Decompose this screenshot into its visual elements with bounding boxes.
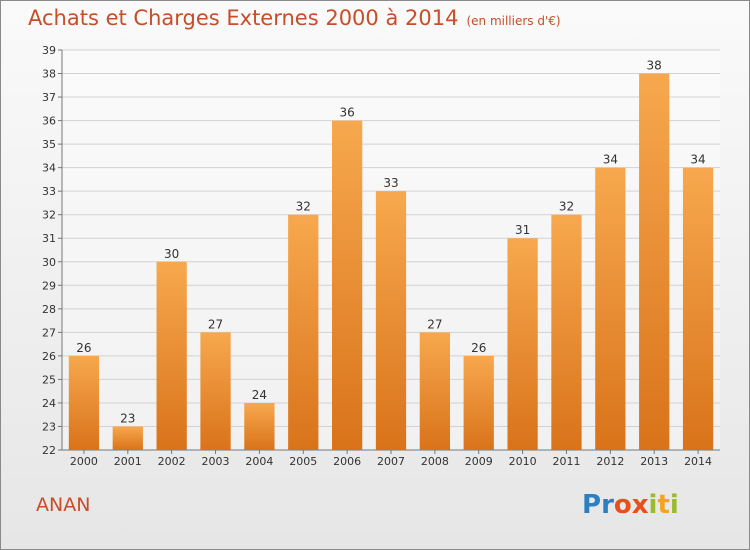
x-tick-label: 2010: [509, 455, 537, 468]
bar-value-label: 34: [690, 153, 705, 167]
chart-title: Achats et Charges Externes 2000 à 2014 (e…: [28, 6, 561, 30]
bar: [244, 402, 275, 450]
logo-letter: i: [669, 490, 679, 520]
bar-value-label: 27: [427, 317, 442, 331]
y-tick-label: 25: [42, 373, 56, 386]
y-tick-label: 28: [42, 303, 56, 316]
logo-letter: x: [631, 490, 649, 520]
bar: [682, 167, 714, 450]
title-text: Achats et Charges Externes 2000 à 2014: [28, 6, 459, 30]
bar: [639, 73, 670, 450]
bar: [156, 261, 187, 450]
logo-letter: i: [648, 490, 658, 520]
x-tick-label: 2014: [684, 455, 712, 468]
bar: [288, 214, 319, 450]
y-tick-label: 22: [42, 444, 56, 457]
logo-letter: o: [613, 490, 632, 520]
bar: [419, 332, 451, 450]
bar-value-label: 30: [164, 247, 179, 261]
x-tick-label: 2012: [596, 455, 624, 468]
bar-value-label: 38: [647, 59, 662, 73]
y-tick-label: 36: [42, 115, 56, 128]
y-tick-label: 35: [42, 138, 56, 151]
y-tick-label: 31: [42, 232, 56, 245]
y-tick-label: 37: [42, 91, 56, 104]
town-name: ANAN: [36, 494, 91, 516]
y-tick-label: 23: [42, 420, 56, 433]
y-tick-label: 34: [42, 162, 56, 175]
bars: [68, 73, 714, 451]
bar: [112, 426, 143, 450]
x-tick-label: 2004: [245, 455, 273, 468]
bar-value-label: 26: [76, 341, 91, 355]
x-tick-label: 2001: [114, 455, 142, 468]
x-tick-label: 2002: [158, 455, 186, 468]
proxiti-logo: Proxiti: [582, 490, 679, 520]
chart-subtitle: (en milliers d'€): [466, 14, 561, 28]
bar-value-label: 27: [208, 317, 223, 331]
y-tick-label: 24: [42, 397, 56, 410]
bar: [507, 238, 538, 450]
x-tick-label: 2005: [289, 455, 317, 468]
bar-value-label: 24: [252, 388, 267, 402]
x-tick-label: 2009: [465, 455, 493, 468]
bar: [463, 355, 494, 450]
x-tick-label: 2007: [377, 455, 405, 468]
x-tick-label: 2013: [640, 455, 668, 468]
bar-value-label: 32: [559, 200, 574, 214]
y-tick-label: 32: [42, 209, 56, 222]
logo-letter: P: [582, 490, 602, 520]
bar: [595, 167, 626, 450]
bar-value-label: 23: [120, 411, 135, 425]
bar-value-label: 26: [471, 341, 486, 355]
y-tick-label: 38: [42, 68, 56, 81]
bar: [551, 214, 582, 450]
bar: [331, 120, 363, 451]
x-tick-label: 2000: [70, 455, 98, 468]
x-tick-label: 2008: [421, 455, 449, 468]
data-labels: 26 23 30 27 24 32 36 33 27 26 31 32 34 38 34: [76, 59, 705, 426]
y-tick-label: 26: [42, 350, 56, 363]
logo-letter: r: [601, 490, 614, 520]
bar-value-label: 33: [383, 176, 398, 190]
bar: [200, 332, 231, 450]
x-tick-label: 2011: [552, 455, 580, 468]
bar-value-label: 34: [603, 153, 618, 167]
bar: [68, 355, 100, 450]
y-tick-label: 39: [42, 44, 56, 57]
bar: [375, 191, 407, 451]
y-tick-label: 30: [42, 256, 56, 269]
bar-value-label: 31: [515, 223, 530, 237]
x-tick-label: 2003: [202, 455, 230, 468]
logo-letter: t: [657, 490, 670, 520]
x-tick-label: 2006: [333, 455, 361, 468]
y-tick-label: 33: [42, 185, 56, 198]
bar-value-label: 36: [339, 106, 354, 120]
y-tick-label: 27: [42, 326, 56, 339]
bar-value-label: 32: [296, 200, 311, 214]
y-tick-label: 29: [42, 279, 56, 292]
